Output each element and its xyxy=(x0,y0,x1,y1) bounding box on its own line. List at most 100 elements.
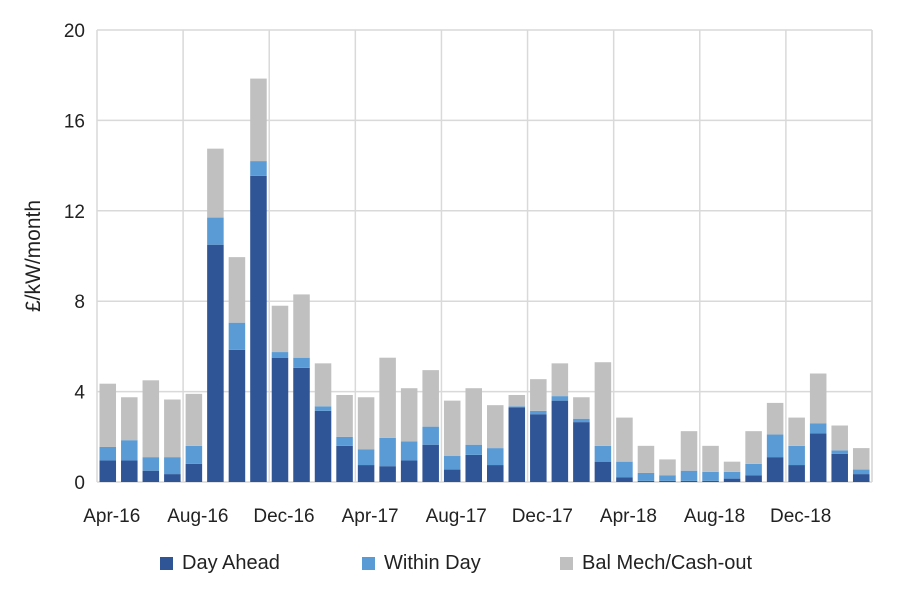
bar-day-ahead xyxy=(680,480,698,482)
bar-bal-mech-cash-out xyxy=(293,294,310,358)
bar-bal-mech-cash-out xyxy=(723,461,741,472)
legend-swatch xyxy=(362,557,375,570)
legend-label: Within Day xyxy=(384,552,481,574)
y-tick-label: 16 xyxy=(64,111,85,132)
bar-bal-mech-cash-out xyxy=(314,363,332,407)
bar-day-ahead xyxy=(508,407,526,482)
bar-within-day xyxy=(573,418,590,423)
bar-bal-mech-cash-out xyxy=(164,399,181,458)
bar-bal-mech-cash-out xyxy=(465,388,482,445)
bar-within-day xyxy=(336,436,353,446)
x-tick-label: Aug-16 xyxy=(167,506,228,527)
bar-within-day xyxy=(745,463,762,476)
bar-day-ahead xyxy=(314,410,332,482)
bar-day-ahead xyxy=(702,480,719,482)
bar-within-day xyxy=(637,472,655,481)
bar-within-day xyxy=(443,456,461,470)
legend-bal-mech: Bal Mech/Cash-out xyxy=(560,552,752,575)
bar-bal-mech-cash-out xyxy=(573,397,590,419)
bar-within-day xyxy=(551,396,569,401)
bar-day-ahead xyxy=(831,453,848,482)
bar-bal-mech-cash-out xyxy=(637,445,655,473)
x-tick-label: Apr-16 xyxy=(83,506,140,527)
bar-within-day xyxy=(142,457,160,471)
bar-day-ahead xyxy=(99,460,117,482)
x-tick-label: Dec-16 xyxy=(253,506,314,527)
bar-bal-mech-cash-out xyxy=(788,417,805,446)
bar-bal-mech-cash-out xyxy=(487,405,504,449)
bar-within-day xyxy=(121,440,138,461)
bar-within-day xyxy=(766,434,784,458)
y-tick-label: 4 xyxy=(74,383,85,404)
bar-bal-mech-cash-out xyxy=(357,397,375,450)
bar-day-ahead xyxy=(185,463,203,482)
bar-bal-mech-cash-out xyxy=(250,78,267,162)
bar-day-ahead xyxy=(723,478,741,482)
bar-within-day xyxy=(530,410,547,415)
bar-within-day xyxy=(487,448,504,466)
bar-within-day xyxy=(379,437,396,467)
bar-within-day xyxy=(207,217,224,245)
bar-within-day xyxy=(508,406,526,408)
bar-day-ahead xyxy=(443,469,461,482)
bar-bal-mech-cash-out xyxy=(379,357,396,438)
x-tick-label: Dec-17 xyxy=(512,506,573,527)
bar-day-ahead xyxy=(250,175,267,482)
bar-bal-mech-cash-out xyxy=(530,379,547,411)
x-ticks: Apr-16 Aug-16 Dec-16 Apr-17 Aug-17 Dec-17 Apr-… xyxy=(83,506,831,527)
bar-bal-mech-cash-out xyxy=(594,362,612,446)
bar-bal-mech-cash-out xyxy=(551,363,569,397)
bar-within-day xyxy=(293,357,310,368)
bar-within-day xyxy=(314,406,332,411)
bar-bal-mech-cash-out xyxy=(336,394,353,437)
bar-within-day xyxy=(702,471,719,481)
bar-day-ahead xyxy=(465,454,482,482)
bar-within-day xyxy=(99,446,117,461)
bar-bal-mech-cash-out xyxy=(745,431,762,464)
bar-bal-mech-cash-out xyxy=(422,370,439,427)
bar-day-ahead xyxy=(422,444,439,482)
gridlines xyxy=(96,29,873,483)
bar-within-day xyxy=(809,423,827,434)
bar-day-ahead xyxy=(788,465,805,482)
bar-bal-mech-cash-out xyxy=(207,148,224,218)
bar-day-ahead xyxy=(357,465,375,482)
bar-bal-mech-cash-out xyxy=(702,445,719,472)
bar-day-ahead xyxy=(616,477,633,482)
bar-within-day xyxy=(185,445,203,464)
bar-bal-mech-cash-out xyxy=(766,402,784,435)
bar-day-ahead xyxy=(745,475,762,482)
bar-within-day xyxy=(680,470,698,481)
bar-within-day xyxy=(852,469,870,475)
legend-swatch xyxy=(560,557,573,570)
y-tick-label: 8 xyxy=(74,292,85,313)
bar-bal-mech-cash-out xyxy=(400,388,418,442)
x-tick-label: Aug-17 xyxy=(426,506,487,527)
y-ticks: 0 4 8 12 16 20 xyxy=(64,21,86,494)
bar-day-ahead xyxy=(809,433,827,482)
bar-within-day xyxy=(400,441,418,461)
bar-day-ahead xyxy=(228,349,246,482)
bar-bal-mech-cash-out xyxy=(228,257,246,323)
legend-swatch xyxy=(160,557,173,570)
x-tick-label: Apr-18 xyxy=(600,506,657,527)
bars xyxy=(99,78,870,482)
bar-day-ahead xyxy=(594,461,612,482)
bar-within-day xyxy=(164,457,181,475)
y-tick-label: 0 xyxy=(74,473,85,494)
bar-day-ahead xyxy=(766,457,784,482)
bar-bal-mech-cash-out xyxy=(443,400,461,457)
bar-bal-mech-cash-out xyxy=(852,448,870,470)
bar-within-day xyxy=(271,352,289,358)
x-tick-label: Apr-17 xyxy=(342,506,399,527)
bar-within-day xyxy=(422,426,439,445)
bar-within-day xyxy=(250,161,267,176)
bar-day-ahead xyxy=(637,480,655,482)
bar-day-ahead xyxy=(271,357,289,482)
y-axis-title: £/kW/month xyxy=(22,200,45,312)
bar-bal-mech-cash-out xyxy=(271,305,289,353)
bar-day-ahead xyxy=(400,460,418,482)
bar-day-ahead xyxy=(164,474,181,482)
bar-within-day xyxy=(659,475,676,481)
